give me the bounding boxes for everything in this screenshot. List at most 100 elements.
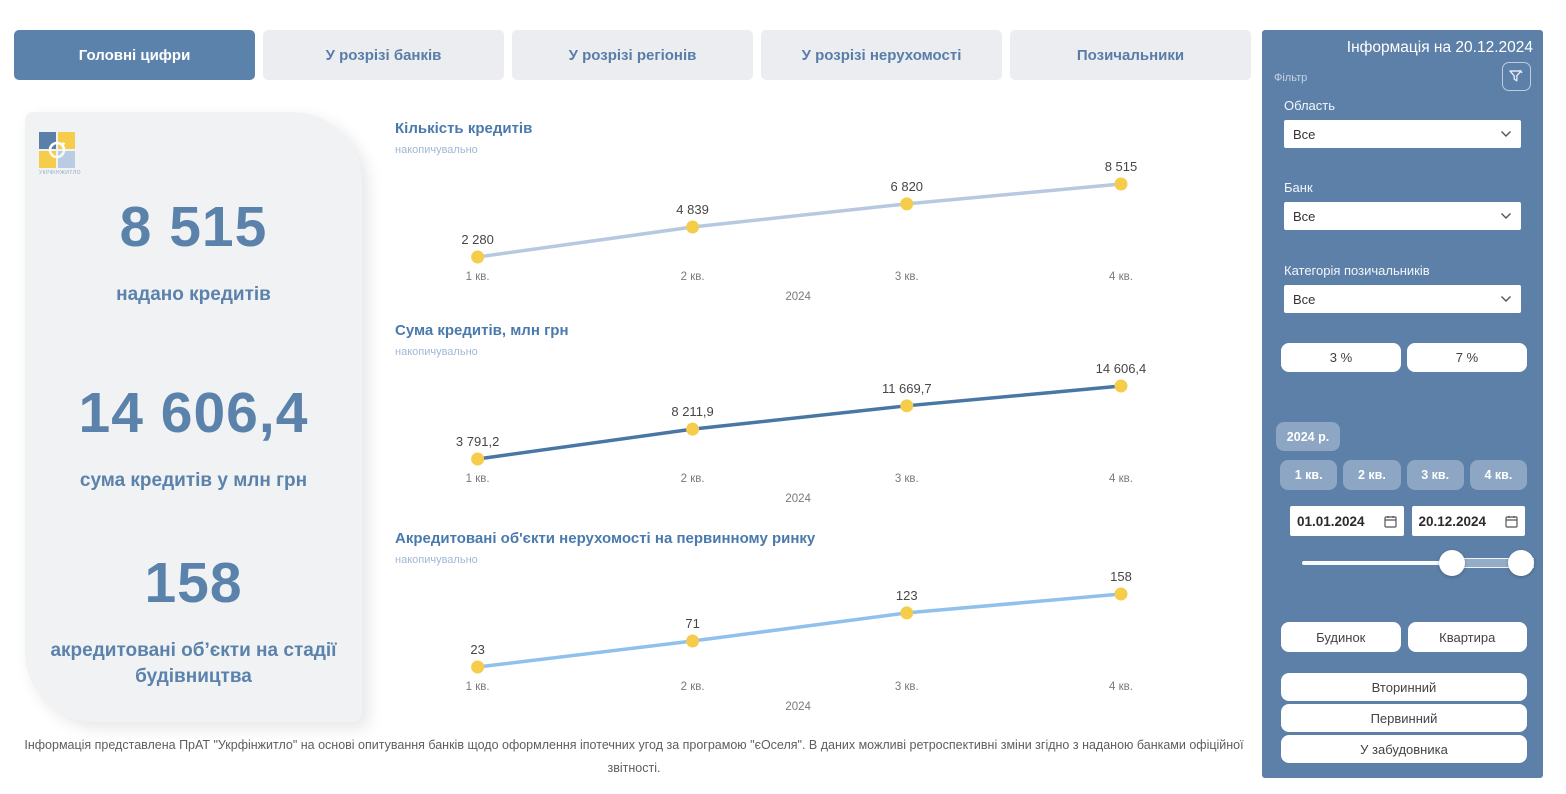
dropdown-value: Все	[1293, 208, 1316, 224]
line-series	[475, 384, 1123, 461]
filter-group-borrower-category: Категорія позичальників Все	[1284, 263, 1521, 313]
kpi-loans-sum-label: сума кредитів у млн грн	[79, 470, 308, 491]
chevron-down-icon	[1501, 131, 1511, 137]
data-label: 8 211,9	[671, 404, 713, 419]
quarter-4-button[interactable]: 4 кв.	[1469, 460, 1527, 490]
tab-u-rozrizi-rehioniv[interactable]: У розрізі регіонів	[512, 30, 753, 80]
tab-u-rozrizi-bankiv[interactable]: У розрізі банків	[263, 30, 504, 80]
data-label: 158	[1110, 569, 1132, 584]
data-point[interactable]	[686, 422, 700, 436]
kpi-loans-count-label: надано кредитів	[116, 284, 271, 305]
x-axis-label: 2 кв.	[681, 271, 705, 283]
year-2024-button[interactable]: 2024 р.	[1276, 422, 1340, 451]
data-label: 6 820	[891, 179, 924, 194]
x-axis-group-label: 2024	[785, 493, 811, 505]
data-label: 3 791,2	[456, 434, 499, 449]
x-axis-label: 1 кв.	[466, 681, 490, 693]
rate-3-percent-button[interactable]: 3 %	[1281, 343, 1401, 372]
dropdown-value: Все	[1293, 126, 1316, 142]
x-axis-group-label: 2024	[785, 291, 811, 303]
pervynnyi-button[interactable]: Первинний	[1281, 704, 1527, 732]
logo-swirl-arrow-icon	[48, 141, 66, 159]
calendar-icon[interactable]	[1505, 515, 1518, 528]
date-range-slider[interactable]	[1302, 546, 1538, 580]
x-axis-label: 3 кв.	[895, 473, 919, 485]
filter-label: Категорія позичальників	[1284, 263, 1430, 278]
u-zabudovnyka-button[interactable]: У забудовника	[1281, 735, 1527, 763]
data-point[interactable]	[900, 399, 914, 413]
data-point[interactable]	[1114, 379, 1128, 393]
rate-7-percent-button[interactable]: 7 %	[1407, 343, 1527, 372]
kpi-card: УКРФІНЖИТЛО 8 515 надано кредитів 14 606…	[25, 112, 362, 722]
x-axis-label: 4 кв.	[1109, 681, 1133, 693]
filter-group-oblast: Область Все	[1284, 98, 1521, 148]
tab-u-rozrizi-nerukhomosti[interactable]: У розрізі нерухомості	[761, 30, 1002, 80]
chart-loans-sum: Сума кредитів, млн грн накопичувально 3 …	[395, 322, 1160, 512]
data-point[interactable]	[900, 606, 914, 620]
x-axis-label: 1 кв.	[466, 271, 490, 283]
line-chart-canvas: 23 1 кв. 71 2 кв. 123 3 кв. 158 4 кв. 2024	[466, 569, 1133, 713]
calendar-icon[interactable]	[1383, 515, 1397, 528]
quarter-3-button[interactable]: 3 кв.	[1406, 460, 1464, 490]
date-from-value: 01.01.2024	[1297, 513, 1365, 529]
chart-subtitle: накопичувально	[395, 144, 478, 156]
slider-track[interactable]	[1302, 561, 1452, 565]
logo-caption: УКРФІНЖИТЛО	[39, 170, 81, 176]
x-axis-label: 1 кв.	[466, 473, 490, 485]
data-point[interactable]	[471, 452, 485, 466]
chevron-down-icon	[1501, 296, 1511, 302]
date-to-value: 20.12.2024	[1418, 513, 1487, 529]
vtorynnyi-button[interactable]: Вторинний	[1281, 673, 1527, 701]
borrower-category-dropdown[interactable]: Все	[1284, 285, 1521, 313]
data-point[interactable]	[471, 250, 485, 264]
disclaimer-text: Інформація представлена ПрАТ "Укрфінжитл…	[24, 738, 1244, 775]
filter-group-bank: Банк Все	[1284, 180, 1521, 230]
x-axis-label: 3 кв.	[895, 271, 919, 283]
oblast-dropdown[interactable]: Все	[1284, 120, 1521, 148]
x-axis-group-label: 2024	[785, 701, 811, 713]
date-from-input[interactable]: 01.01.2024	[1290, 506, 1404, 536]
x-axis-label: 4 кв.	[1109, 271, 1133, 283]
chart-title: Акредитовані об'єкти нерухомості на перв…	[395, 530, 816, 547]
budynok-button[interactable]: Будинок	[1281, 622, 1401, 652]
chart-accredited-objects: Акредитовані об'єкти нерухомості на перв…	[395, 530, 1160, 720]
chart-title: Сума кредитів, млн грн	[395, 322, 569, 339]
data-point[interactable]	[1114, 177, 1128, 191]
data-point[interactable]	[686, 634, 700, 648]
data-point[interactable]	[471, 660, 485, 674]
line-chart-canvas: 3 791,2 1 кв. 8 211,9 2 кв. 11 669,7 3 кв. 14 …	[456, 361, 1146, 505]
slider-handle-start[interactable]	[1439, 550, 1465, 576]
kpi-loans-sum-value: 14 606,4	[78, 381, 309, 445]
data-label: 123	[896, 588, 918, 603]
logo-squares	[39, 132, 77, 168]
data-point[interactable]	[686, 220, 700, 234]
ukrfinzhytlo-logo: УКРФІНЖИТЛО	[39, 132, 81, 176]
filter-section-label: Фільтр	[1274, 72, 1308, 84]
slider-selected-range[interactable]	[1452, 558, 1534, 568]
x-axis-label: 2 кв.	[681, 473, 705, 485]
rate-filter-row: 3 % 7 %	[1281, 343, 1527, 372]
quarter-2-button[interactable]: 2 кв.	[1343, 460, 1401, 490]
slider-handle-end[interactable]	[1508, 550, 1534, 576]
clear-filters-button[interactable]	[1502, 62, 1531, 91]
chart-title: Кількість кредитів	[395, 120, 533, 137]
x-axis-label: 2 кв.	[681, 681, 705, 693]
bank-dropdown[interactable]: Все	[1284, 202, 1521, 230]
line-chart-canvas: 2 280 1 кв. 4 839 2 кв. 6 820 3 кв. 8 515 4 кв.…	[461, 159, 1137, 303]
kvartyra-button[interactable]: Квартира	[1407, 622, 1527, 652]
chart-subtitle: накопичувально	[395, 346, 478, 358]
tab-bar: Головні цифри У розрізі банків У розрізі…	[14, 30, 1251, 80]
quarter-1-button[interactable]: 1 кв.	[1280, 460, 1338, 490]
x-axis-label: 4 кв.	[1109, 473, 1133, 485]
tab-pozychalnyky[interactable]: Позичальники	[1010, 30, 1251, 80]
chart-subtitle: накопичувально	[395, 554, 478, 566]
tab-holovni-tsyfry[interactable]: Головні цифри	[14, 30, 255, 80]
kpi-accredited-objects-label: акредитовані об’єкти на стадії будівницт…	[50, 640, 337, 687]
date-to-input[interactable]: 20.12.2024	[1411, 506, 1525, 536]
line-series	[475, 592, 1123, 669]
line-series	[475, 182, 1123, 259]
data-point[interactable]	[900, 197, 914, 211]
data-point[interactable]	[1114, 587, 1128, 601]
dropdown-value: Все	[1293, 291, 1316, 307]
